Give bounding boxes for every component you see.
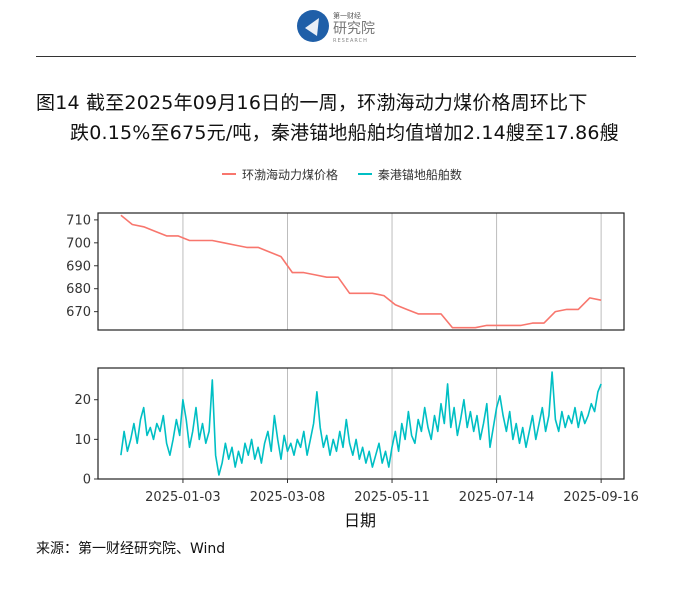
panel-background-coal-price	[98, 213, 624, 330]
x-tick-label-3: 2025-07-14	[459, 490, 535, 505]
panel-background-ship-count	[98, 368, 624, 479]
legend-swatch-ship-count	[357, 173, 372, 175]
logo-text-cn: 第一财经	[333, 11, 361, 20]
y-tick-label-ship-count-0: 0	[83, 473, 91, 488]
legend-label-coal-price: 环渤海动力煤价格	[242, 167, 339, 182]
header-divider	[36, 56, 636, 57]
y-tick-label-coal-price-2: 690	[66, 259, 91, 274]
x-axis-title: 日期	[344, 511, 376, 530]
x-tick-label-0: 2025-01-03	[145, 490, 221, 505]
logo-text-main: 研究院	[333, 21, 375, 37]
series-line-coal-price	[120, 214, 602, 329]
x-tick-label-1: 2025-03-08	[250, 490, 326, 505]
legend-item-ship-count: 秦港锚地船舶数	[357, 166, 462, 183]
logo-text-en: RESEARCH	[333, 38, 368, 44]
legend-item-coal-price: 环渤海动力煤价格	[222, 166, 338, 183]
y-tick-label-coal-price-3: 700	[66, 236, 91, 251]
x-tick-label-2: 2025-05-11	[354, 490, 430, 505]
panel-coal-price: 670 680 690 700 710	[66, 212, 625, 331]
y-tick-label-ship-count-1: 10	[74, 433, 91, 448]
legend-label-ship-count: 秦港锚地船舶数	[377, 167, 462, 182]
legend: 环渤海动力煤价格 秦港锚地船舶数	[222, 164, 478, 184]
logo: 第一财经 研究院 RESEARCH	[297, 10, 375, 44]
x-tick-label-4: 2025-09-16	[563, 490, 639, 505]
chart-title-line-1: 图14 截至2025年09月16日的一周，环渤海动力煤价格周环比下	[36, 92, 588, 114]
panel-ship-count: 0 10 20	[74, 367, 625, 488]
chart-title-line-2: 跌0.15%至675元/吨，秦港锚地船舶均值增加2.14艘至17.86艘	[70, 122, 619, 144]
y-tick-label-coal-price-4: 710	[66, 213, 91, 228]
y-tick-label-ship-count-2: 20	[74, 393, 91, 408]
series-line-ship-count	[120, 371, 602, 476]
y-tick-label-coal-price-1: 680	[66, 282, 91, 297]
panel-border-ship-count	[97, 367, 625, 480]
source-note: 来源：第一财经研究院、Wind	[36, 541, 226, 557]
y-tick-label-coal-price-0: 670	[66, 305, 91, 320]
x-axis: 2025-01-03 2025-03-08 2025-05-11 2025-07-14…	[145, 479, 639, 505]
panel-border-coal-price	[97, 212, 625, 331]
legend-swatch-coal-price	[222, 173, 236, 175]
